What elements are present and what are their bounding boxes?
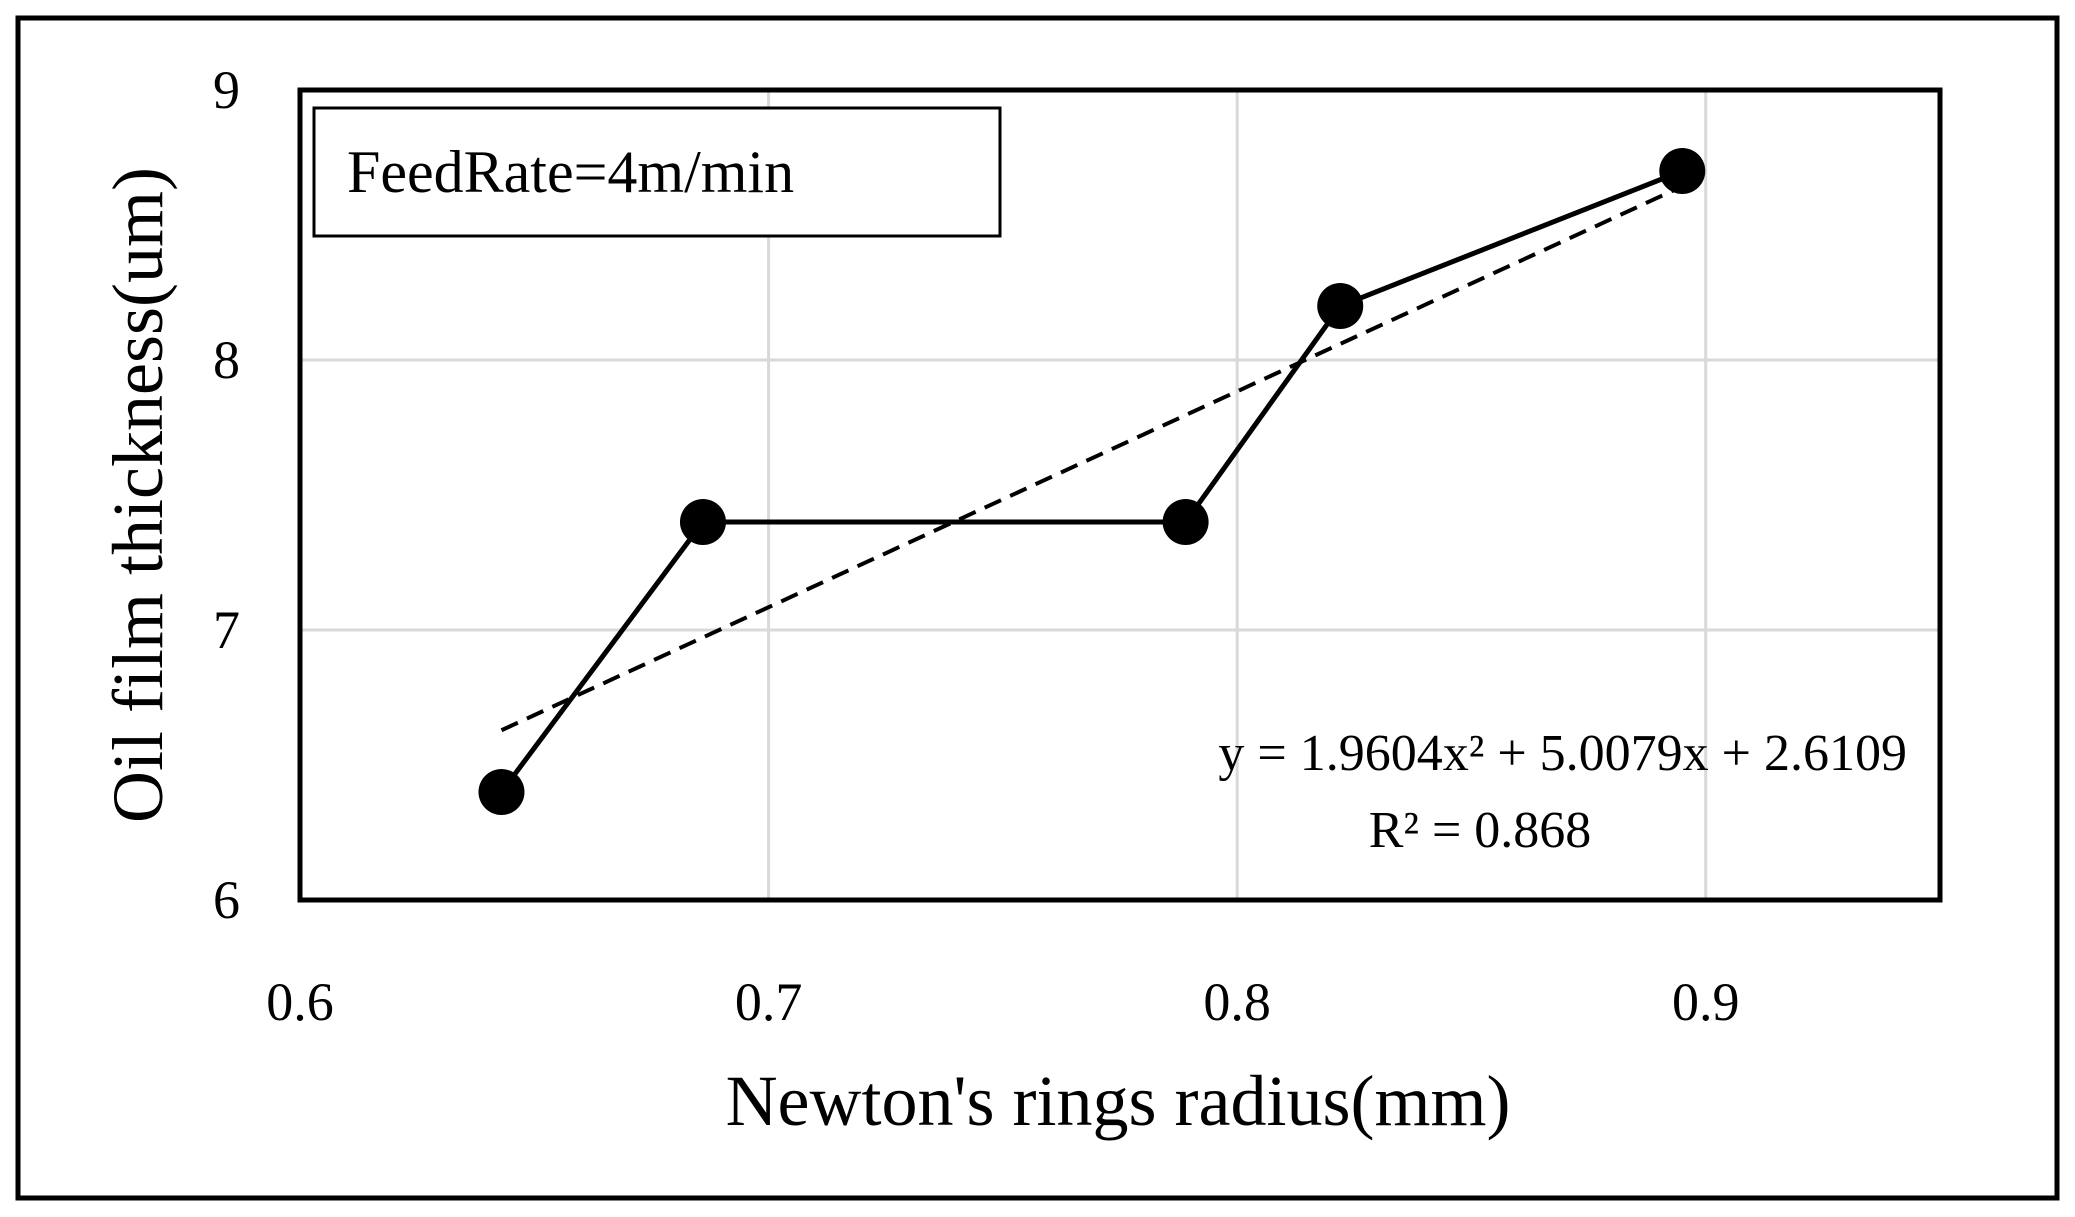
x-tick-label: 0.6 xyxy=(266,972,334,1032)
y-tick-label: 8 xyxy=(213,330,240,390)
data-point xyxy=(1659,148,1706,194)
x-axis-label: Newton's rings radius(mm) xyxy=(726,1061,1511,1141)
series-layer xyxy=(478,148,1706,815)
trendline-r-squared: R² = 0.868 xyxy=(1369,802,1592,859)
x-tick-label: 0.9 xyxy=(1672,972,1740,1032)
trendline-equation: y = 1.9604x² + 5.0079x + 2.6109 xyxy=(1218,725,1907,782)
x-tick-labels: 0.6 0.7 0.8 0.9 xyxy=(266,972,1739,1032)
data-point xyxy=(478,769,525,815)
data-point xyxy=(1162,499,1209,545)
annotation-box xyxy=(312,106,1002,238)
x-tick-label: 0.8 xyxy=(1203,972,1271,1032)
y-tick-label: 9 xyxy=(213,60,240,120)
annotation-text: FeedRate=4m/min xyxy=(347,139,794,205)
data-point xyxy=(1317,283,1364,329)
trendline xyxy=(500,184,1684,733)
plot-area xyxy=(297,87,1943,903)
y-tick-label: 6 xyxy=(213,870,240,930)
x-tick-label: 0.7 xyxy=(735,972,803,1032)
y-axis-label: Oil film thickness(um) xyxy=(98,167,178,823)
data-point xyxy=(679,499,726,545)
y-tick-label: 7 xyxy=(213,600,240,660)
y-tick-labels: 6 7 8 9 xyxy=(213,60,240,930)
